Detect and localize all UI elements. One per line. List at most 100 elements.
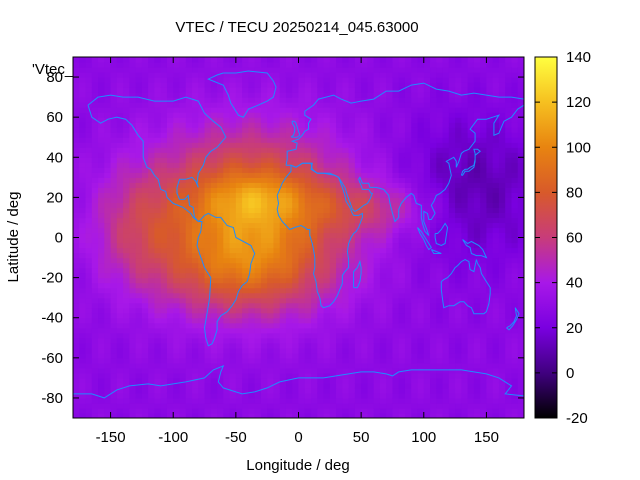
heatmap-cell bbox=[104, 167, 112, 173]
heatmap-cell bbox=[79, 382, 87, 389]
heatmap-cell bbox=[348, 212, 356, 219]
heatmap-cell bbox=[185, 147, 193, 153]
heatmap-cell bbox=[204, 277, 212, 284]
heatmap-cell bbox=[348, 412, 356, 418]
heatmap-cell bbox=[398, 192, 406, 198]
heatmap-cell bbox=[354, 142, 362, 148]
heatmap-cell bbox=[473, 397, 481, 404]
heatmap-cell bbox=[304, 62, 312, 68]
heatmap-cell bbox=[235, 282, 243, 289]
heatmap-cell bbox=[329, 357, 337, 364]
heatmap-cell bbox=[348, 162, 356, 168]
heatmap-cell bbox=[85, 222, 93, 229]
heatmap-cell bbox=[229, 352, 237, 359]
heatmap-cell bbox=[85, 287, 93, 294]
heatmap-cell bbox=[455, 177, 462, 183]
heatmap-cell bbox=[85, 272, 93, 279]
heatmap-cell bbox=[473, 192, 481, 198]
heatmap-cell bbox=[423, 207, 431, 214]
heatmap-cell bbox=[223, 407, 231, 414]
heatmap-cell bbox=[392, 252, 400, 259]
heatmap-cell bbox=[229, 412, 237, 418]
heatmap-cell bbox=[192, 382, 199, 389]
heatmap-cell bbox=[367, 112, 375, 118]
heatmap-cell bbox=[436, 282, 444, 289]
heatmap-cell bbox=[98, 322, 105, 329]
heatmap-cell bbox=[129, 377, 137, 384]
heatmap-cell bbox=[260, 212, 268, 219]
heatmap-cell bbox=[404, 312, 412, 319]
heatmap-cell bbox=[248, 117, 256, 123]
heatmap-cell bbox=[311, 402, 318, 409]
heatmap-cell bbox=[411, 327, 419, 334]
heatmap-cell bbox=[323, 372, 331, 379]
heatmap-cell bbox=[85, 227, 93, 234]
heatmap-cell bbox=[442, 67, 450, 73]
heatmap-cell bbox=[91, 182, 99, 188]
heatmap-cell bbox=[436, 132, 444, 138]
heatmap-cell bbox=[417, 357, 425, 364]
heatmap-cell bbox=[123, 397, 130, 404]
heatmap-cell bbox=[461, 127, 469, 133]
heatmap-cell bbox=[455, 247, 462, 254]
heatmap-cell bbox=[173, 132, 181, 138]
heatmap-cell bbox=[235, 317, 243, 324]
heatmap-cell bbox=[235, 352, 243, 359]
heatmap-cell bbox=[505, 407, 513, 414]
heatmap-cell bbox=[379, 392, 387, 399]
heatmap-cell bbox=[223, 287, 231, 294]
heatmap-cell bbox=[254, 192, 262, 198]
heatmap-cell bbox=[492, 87, 500, 93]
heatmap-cell bbox=[336, 217, 343, 224]
heatmap-cell bbox=[185, 347, 193, 354]
heatmap-cell bbox=[79, 102, 87, 108]
heatmap-cell bbox=[411, 377, 419, 384]
heatmap-cell bbox=[323, 112, 331, 118]
heatmap-cell bbox=[242, 282, 249, 289]
heatmap-cell bbox=[79, 212, 87, 219]
heatmap-cell bbox=[123, 207, 130, 214]
heatmap-cell bbox=[467, 397, 475, 404]
heatmap-cell bbox=[85, 352, 93, 359]
heatmap-cell bbox=[254, 407, 262, 414]
heatmap-cell bbox=[467, 207, 475, 214]
heatmap-cell bbox=[304, 237, 312, 244]
heatmap-cell bbox=[141, 372, 149, 379]
heatmap-cell bbox=[329, 387, 337, 394]
heatmap-cell bbox=[273, 112, 281, 118]
heatmap-cell bbox=[455, 307, 462, 314]
heatmap-cell bbox=[148, 217, 156, 224]
heatmap-cell bbox=[423, 132, 431, 138]
heatmap-cell bbox=[336, 152, 343, 158]
heatmap-cell bbox=[91, 312, 99, 319]
heatmap-cell bbox=[242, 192, 249, 198]
heatmap-cell bbox=[311, 117, 318, 123]
heatmap-cell bbox=[417, 252, 425, 259]
heatmap-cell bbox=[311, 107, 318, 113]
heatmap-cell bbox=[455, 317, 462, 324]
heatmap-cell bbox=[480, 127, 488, 133]
heatmap-cell bbox=[461, 347, 469, 354]
heatmap-cell bbox=[154, 277, 162, 284]
heatmap-cell bbox=[104, 157, 112, 163]
heatmap-cell bbox=[329, 292, 337, 299]
heatmap-cell bbox=[166, 267, 174, 274]
heatmap-cell bbox=[217, 327, 224, 334]
heatmap-cell bbox=[248, 242, 256, 249]
heatmap-cell bbox=[160, 307, 168, 314]
heatmap-cell bbox=[436, 102, 444, 108]
heatmap-cell bbox=[285, 357, 293, 364]
heatmap-cell bbox=[141, 207, 149, 214]
heatmap-cell bbox=[148, 257, 156, 264]
heatmap-cell bbox=[160, 272, 168, 279]
heatmap-cell bbox=[379, 187, 387, 193]
heatmap-cell bbox=[85, 202, 93, 209]
heatmap-cell bbox=[279, 107, 287, 113]
heatmap-cell bbox=[198, 137, 206, 143]
heatmap-cell bbox=[91, 282, 99, 289]
heatmap-cell bbox=[273, 212, 281, 219]
heatmap-cell bbox=[417, 112, 425, 118]
heatmap-cell bbox=[79, 302, 87, 309]
heatmap-cell bbox=[279, 317, 287, 324]
heatmap-cell bbox=[279, 92, 287, 98]
